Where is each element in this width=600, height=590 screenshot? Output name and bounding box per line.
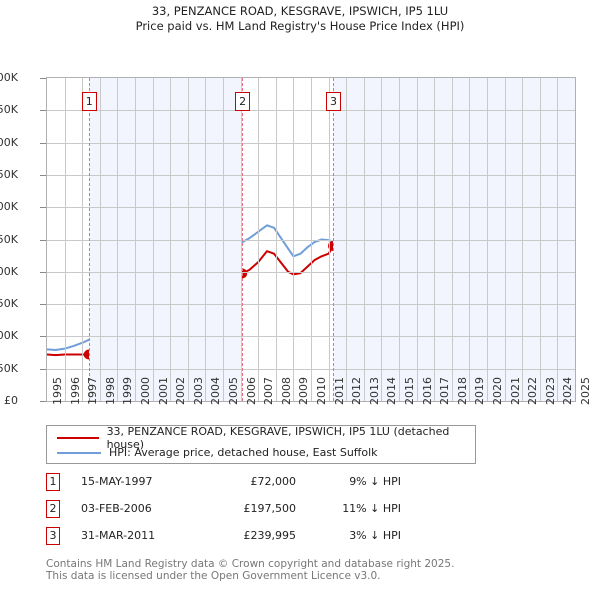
gridline-horizontal — [47, 336, 575, 338]
x-axis-tick-label: 1997 — [86, 377, 100, 405]
gridline-horizontal — [47, 304, 575, 306]
title-line-2: Price paid vs. HM Land Registry's House … — [135, 19, 465, 33]
x-axis-tick-label: 2008 — [279, 377, 293, 405]
x-axis-tick-label: 1995 — [51, 377, 64, 405]
y-axis-tick-label: £250K — [0, 232, 18, 246]
x-axis-tick-label: 2003 — [191, 377, 205, 405]
x-axis-tick-label: 2001 — [156, 377, 170, 405]
row-price: £197,500 — [243, 502, 297, 515]
gridline-horizontal — [47, 368, 575, 370]
x-axis-tick-label: 1996 — [68, 377, 82, 405]
y-axis-tick-label: £450K — [0, 103, 18, 117]
row-hpi-delta: 9% ↓ HPI — [349, 475, 401, 488]
legend-item: HPI: Average price, detached house, East… — [53, 445, 469, 460]
y-axis-tick — [40, 110, 46, 112]
y-axis-tick-label: £500K — [0, 71, 18, 84]
y-axis-tick-label: £100K — [0, 329, 18, 343]
event-marker-badge[interactable]: 3 — [326, 92, 341, 111]
x-axis-tick-label: 2016 — [420, 377, 434, 405]
x-axis-tick-label: 2023 — [543, 377, 557, 405]
y-axis-tick-label: £400K — [0, 135, 18, 149]
table-row: 1 15-MAY-1997 £72,000 9% ↓ HPI — [46, 472, 466, 499]
x-axis-tick-label: 2017 — [438, 377, 452, 405]
x-axis-tick-label: 2012 — [350, 377, 364, 405]
plot-area — [46, 77, 576, 402]
x-axis-tick-label: 2009 — [297, 377, 311, 405]
row-hpi-delta: 11% ↓ HPI — [342, 502, 401, 515]
x-axis-tick-label: 2022 — [526, 377, 540, 405]
page-title: 33, PENZANCE ROAD, KESGRAVE, IPSWICH, IP… — [0, 0, 600, 34]
x-axis-tick-label: 2004 — [209, 377, 223, 405]
x-axis-tick-label: 2015 — [403, 377, 416, 405]
x-axis-tick-label: 2005 — [227, 377, 240, 405]
row-index-badge: 3 — [46, 527, 60, 545]
y-axis-tick — [40, 174, 46, 176]
x-axis-tick-label: 1999 — [121, 377, 135, 405]
x-axis-tick-label: 2002 — [174, 377, 188, 405]
y-axis-tick-label: £300K — [0, 200, 18, 214]
y-axis-tick — [40, 142, 46, 144]
footer-line-2: This data is licensed under the Open Gov… — [46, 570, 381, 582]
row-price: £239,995 — [243, 529, 297, 542]
gridline-horizontal — [47, 142, 575, 144]
y-axis-tick — [40, 78, 46, 79]
x-axis-tick-label: 2018 — [455, 377, 469, 405]
y-axis-tick-label: £200K — [0, 264, 18, 278]
x-axis-tick-label: 2019 — [473, 377, 487, 405]
y-axis-tick — [40, 336, 46, 338]
event-dashed-line — [88, 78, 90, 401]
event-dashed-line — [333, 78, 334, 401]
x-axis-tick-label: 2021 — [508, 377, 522, 405]
legend-item: 33, PENZANCE ROAD, KESGRAVE, IPSWICH, IP… — [53, 425, 469, 451]
x-axis-tick-label: 1998 — [103, 377, 117, 405]
gridline-horizontal — [47, 207, 575, 209]
event-marker-badge[interactable]: 2 — [235, 92, 251, 111]
x-axis-tick-label: 2024 — [561, 377, 575, 405]
row-date: 31-MAR-2011 — [81, 529, 156, 542]
y-axis-tick — [40, 207, 46, 209]
row-index-badge: 1 — [46, 473, 60, 491]
legend-label-property: 33, PENZANCE ROAD, KESGRAVE, IPSWICH, IP… — [106, 424, 450, 451]
legend-swatch-property — [57, 436, 99, 439]
chart-container: £0 £50K £100K £150K £200K £250K £300K £350K £400… — [0, 34, 600, 406]
legend-swatch-hpi — [57, 451, 101, 454]
row-index-badge: 2 — [46, 500, 60, 518]
y-axis-tick-label: £50K — [0, 361, 18, 375]
legend-label-hpi: HPI: Average price, detached house, East… — [109, 446, 378, 459]
y-axis-tick — [40, 401, 46, 402]
x-axis-tick-label: 2011 — [332, 377, 346, 405]
transactions-table: 1 15-MAY-1997 £72,000 9% ↓ HPI 2 03-FEB-… — [46, 472, 466, 553]
row-hpi-delta: 3% ↓ HPI — [349, 529, 401, 542]
x-axis-tick-label: 2020 — [491, 377, 504, 405]
gridline-horizontal — [47, 239, 575, 241]
y-axis-tick — [40, 271, 46, 273]
table-row: 3 31-MAR-2011 £239,995 3% ↓ HPI — [46, 526, 466, 553]
table-row: 2 03-FEB-2006 £197,500 11% ↓ HPI — [46, 499, 466, 526]
gridline-horizontal — [47, 174, 575, 176]
event-marker-badge[interactable]: 1 — [81, 92, 97, 111]
x-axis-tick-label: 2014 — [385, 377, 399, 405]
x-axis-tick-label: 2000 — [139, 377, 152, 405]
title-line-1: 33, PENZANCE ROAD, KESGRAVE, IPSWICH, IP… — [151, 4, 449, 18]
event-dashed-line — [242, 78, 244, 401]
gridline-horizontal — [47, 110, 575, 112]
y-axis-tick — [40, 304, 46, 306]
footer-line-1: Contains HM Land Registry data © Crown c… — [46, 558, 455, 570]
y-axis-tick-label: £150K — [0, 297, 18, 311]
y-axis-tick — [40, 368, 46, 370]
row-price: £72,000 — [250, 475, 297, 488]
row-date: 15-MAY-1997 — [81, 475, 153, 488]
x-axis-tick-label: 2013 — [367, 377, 381, 405]
row-date: 03-FEB-2006 — [81, 502, 152, 515]
x-axis-tick-label: 2025 — [579, 377, 592, 405]
y-axis-tick — [40, 239, 46, 241]
y-axis-tick-label: £350K — [0, 167, 18, 181]
x-axis-tick-label: 2010 — [315, 377, 328, 405]
gridline-horizontal — [47, 271, 575, 273]
x-axis-tick-label: 2006 — [244, 377, 258, 405]
footer-attribution: Contains HM Land Registry data © Crown c… — [46, 558, 586, 582]
chart-legend: 33, PENZANCE ROAD, KESGRAVE, IPSWICH, IP… — [46, 425, 476, 464]
x-axis-tick-label: 2007 — [262, 377, 276, 405]
y-axis-tick-label: £0 — [4, 394, 18, 407]
